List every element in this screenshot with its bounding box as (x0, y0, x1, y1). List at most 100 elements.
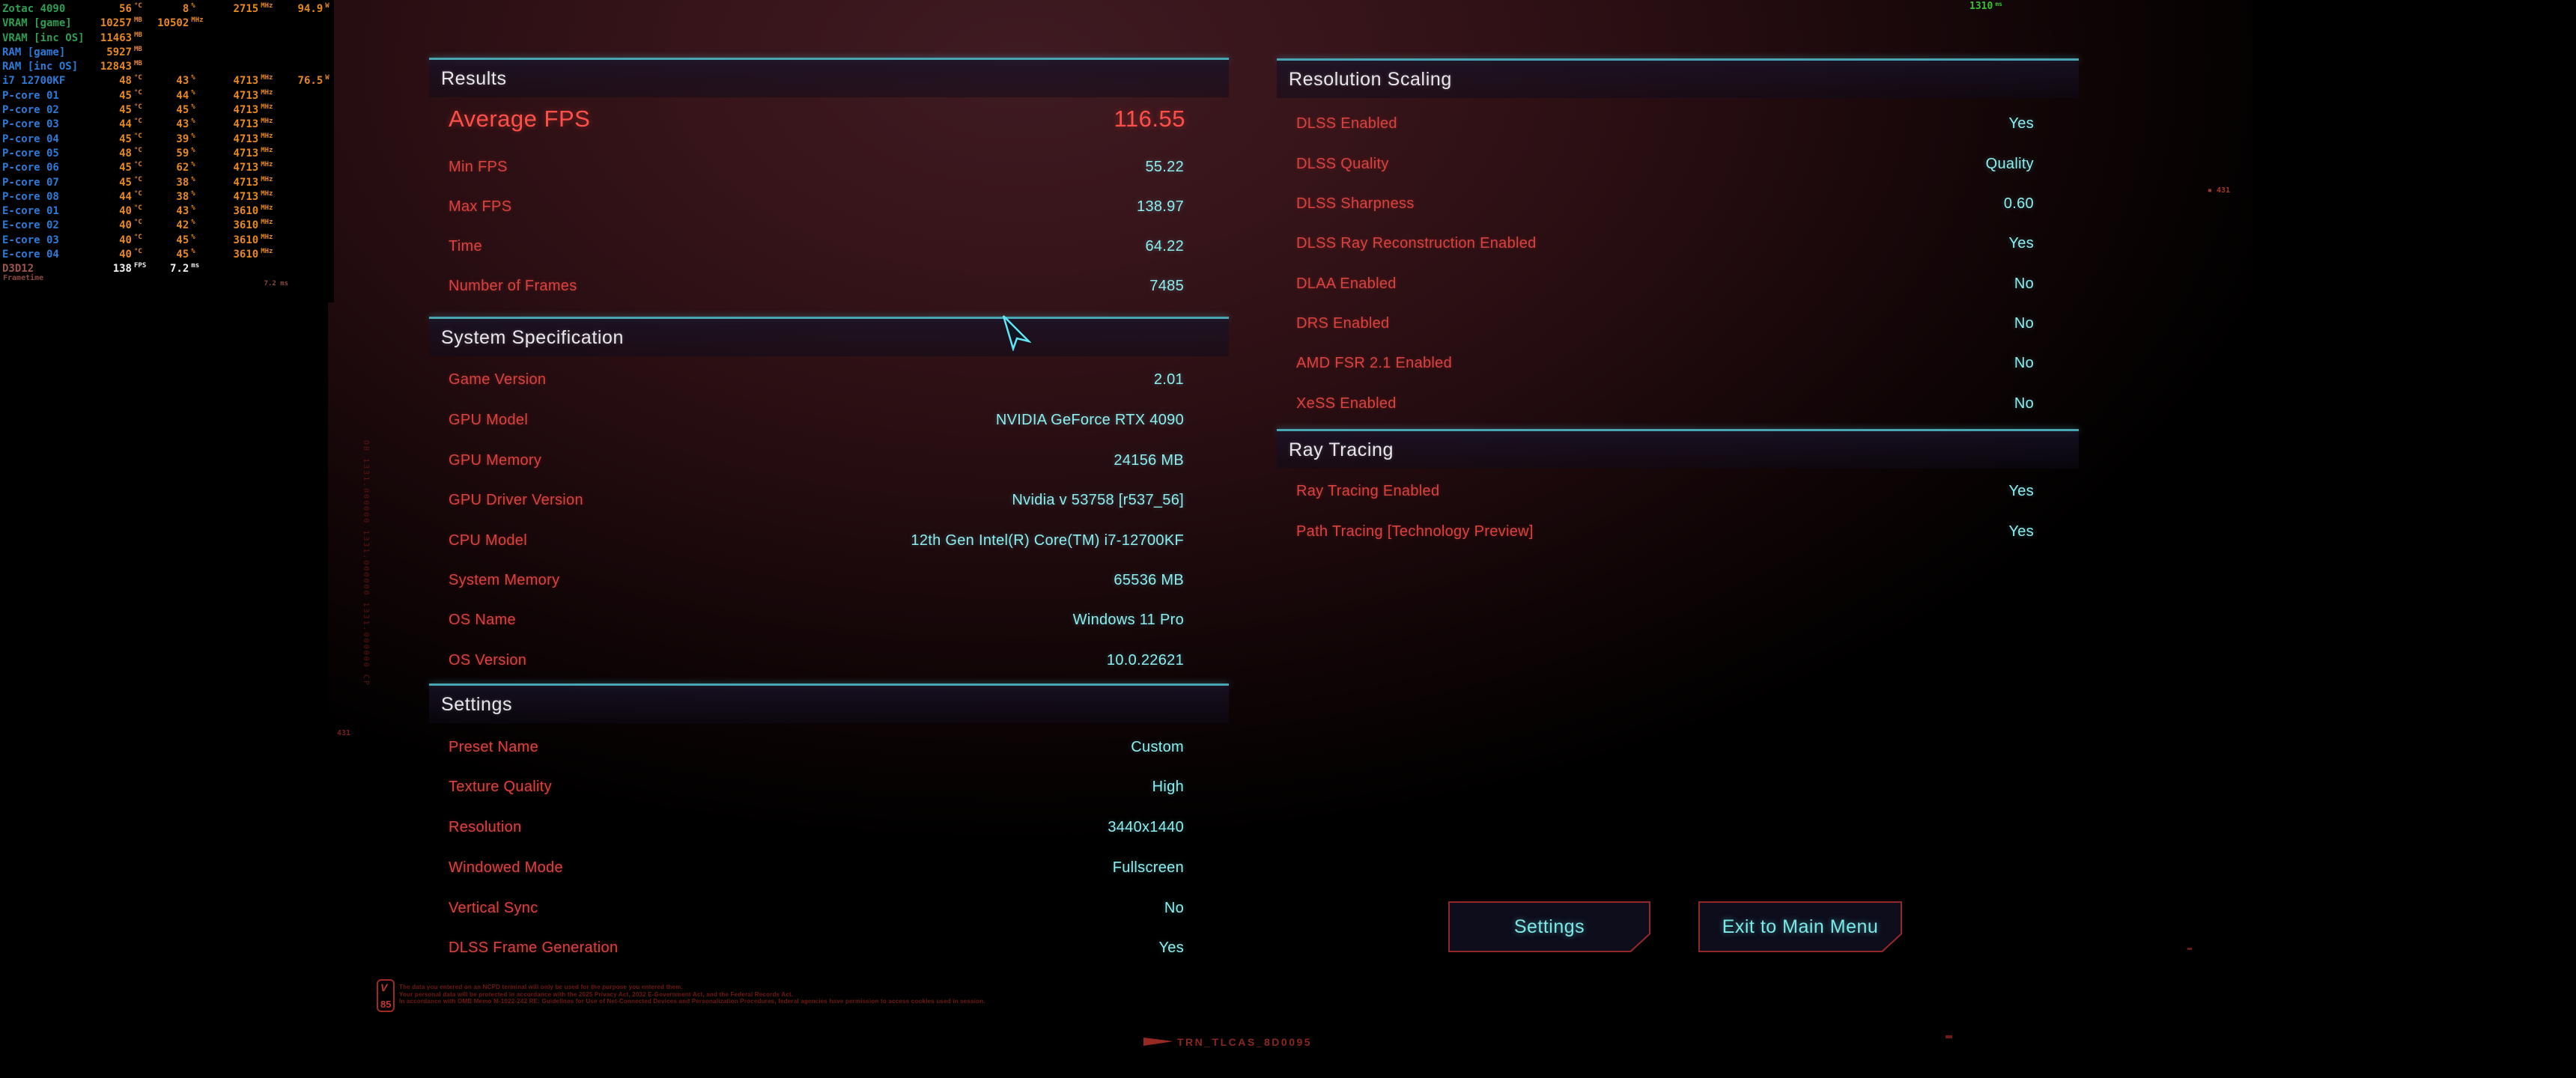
spec-value: Yes (2008, 235, 2034, 252)
hud-unit: °C (133, 118, 142, 126)
hud-row: P-core 06 45 °C 62% 4713 MHz (0, 161, 334, 175)
spec-row: Preset Name Custom (429, 738, 1229, 756)
section-divider (429, 317, 1229, 319)
benchmark-timer: 1310 ms (1969, 1, 2002, 12)
spec-row: DLSS Frame Generation Yes (429, 939, 1229, 957)
hud-unit: FPS (133, 262, 147, 270)
spec-value: Quality (1985, 156, 2034, 172)
hud-unit (323, 86, 334, 100)
spec-value: No (2014, 275, 2034, 292)
hud-value (283, 89, 323, 103)
hud-value: 4713 (233, 89, 259, 102)
spec-label: Texture Quality (449, 779, 552, 795)
hud-unit: MHz (191, 16, 204, 25)
section-title: Resolution Scaling (1289, 69, 1452, 90)
spec-value: 24156 MB (1114, 452, 1184, 469)
hud-unit: °C (133, 88, 142, 97)
spec-label: DLSS Quality (1296, 156, 1389, 172)
track-arrow-icon (1143, 1038, 1173, 1046)
section-title: Results (441, 68, 507, 89)
hud-value: 4713 (233, 104, 259, 117)
hud-unit: °C (133, 2, 142, 10)
spec-value: No (1164, 900, 1184, 916)
hud-row-label: P-core 07 (2, 176, 59, 189)
section-title: System Specification (441, 327, 625, 348)
hud-value: 3610 (233, 219, 259, 232)
spec-value: Yes (2008, 483, 2034, 499)
spec-row: GPU Driver Version Nvidia v 53758 [r537_5… (429, 491, 1229, 509)
hud-unit: °C (133, 219, 142, 227)
section-divider (1277, 58, 2079, 61)
spec-row: XeSS Enabled No (1277, 395, 2079, 412)
hud-value: 4713 (233, 147, 259, 159)
hud-row-label: VRAM [game] (2, 17, 72, 30)
hud-row-label: P-core 06 (2, 162, 59, 174)
hud-row: P-core 05 48 °C 59% 4713 MHz (0, 147, 334, 161)
section-divider (429, 58, 1229, 60)
hud-unit: °C (133, 204, 142, 213)
hud-unit (258, 43, 282, 57)
settings-button[interactable]: Settings (1448, 901, 1650, 952)
spec-label: Number of Frames (449, 278, 577, 294)
section-divider (429, 683, 1229, 686)
hud-value: 44 (119, 190, 132, 203)
spec-label: DLSS Enabled (1296, 115, 1397, 132)
frametime-value: 7.2 ms (264, 280, 288, 287)
hud-row: P-core 03 44 °C 43% 4713 MHz (0, 118, 334, 132)
spec-value: 12th Gen Intel(R) Core(TM) i7-12700KF (911, 532, 1184, 549)
hud-unit: W (325, 74, 329, 82)
decor-dot (2187, 948, 2192, 950)
hud-unit: °C (133, 132, 142, 140)
hud-unit: % (191, 118, 195, 126)
hud-unit: W (325, 2, 329, 10)
hud-value: 7.2 (169, 263, 189, 275)
hud-value: 8 (182, 3, 189, 15)
hud-row: i7 12700KF 48 °C 43% 4713 MHz 76.5 W (0, 74, 334, 88)
exit-to-main-menu-button[interactable]: Exit to Main Menu (1698, 901, 1902, 952)
spec-label: DRS Enabled (1296, 315, 1390, 332)
hud-row: P-core 08 44 °C 38% 4713 MHz (0, 190, 334, 204)
hud-row-label: P-core 08 (2, 190, 59, 203)
hud-unit (323, 13, 334, 28)
spec-row: DRS Enabled No (1277, 314, 2079, 332)
spec-label: Windowed Mode (449, 859, 563, 876)
v85-badge: V 85 (377, 979, 395, 1012)
hud-row: RAM [game] 5927 MB (0, 46, 334, 60)
hud-unit (323, 28, 334, 43)
spec-row: DLSS Enabled Yes (1277, 115, 2079, 133)
spec-value: 64.22 (1145, 238, 1184, 255)
spec-value: 0.60 (2003, 195, 2034, 212)
hud-unit: % (191, 233, 195, 241)
hud-value: 4713 (233, 133, 259, 145)
spec-row: OS Name Windows 11 Pro (429, 611, 1229, 629)
hud-unit (323, 231, 334, 245)
hud-value (283, 248, 323, 262)
cursor-pointer (1001, 315, 1033, 355)
spec-label: CPU Model (449, 532, 527, 549)
hud-unit: MHz (261, 161, 273, 169)
button-label: Settings (1450, 903, 1649, 951)
hud-unit: % (191, 204, 195, 213)
section-header: System Specification (429, 319, 1229, 356)
spec-row: DLSS Sharpness 0.60 (1277, 195, 2079, 213)
spec-label: DLAA Enabled (1296, 275, 1397, 292)
hud-row-label: RAM [inc OS] (2, 61, 79, 73)
hud-value (283, 60, 323, 74)
spec-row: Game Version 2.01 (429, 371, 1229, 389)
hud-value (156, 60, 189, 74)
ncpd-disclaimer-text: The data you entered on an NCPD terminal… (399, 984, 985, 1005)
hud-unit: MB (133, 45, 142, 53)
hud-row: E-core 02 40 °C 42% 3610 MHz (0, 219, 334, 233)
hud-value (213, 262, 259, 276)
hud-value (156, 31, 189, 46)
spec-value: 65536 MB (1114, 572, 1184, 588)
spec-label: DLSS Ray Reconstruction Enabled (1296, 235, 1537, 252)
hud-value: 76.5 (297, 75, 323, 88)
hud-value: 138 (112, 263, 132, 275)
section-header: Ray Tracing (1277, 431, 2079, 469)
hud-unit (258, 13, 282, 28)
hud-value (283, 46, 323, 60)
hud-unit: °C (133, 248, 142, 256)
spec-value: Windows 11 Pro (1072, 612, 1184, 628)
hud-unit: % (191, 74, 195, 82)
